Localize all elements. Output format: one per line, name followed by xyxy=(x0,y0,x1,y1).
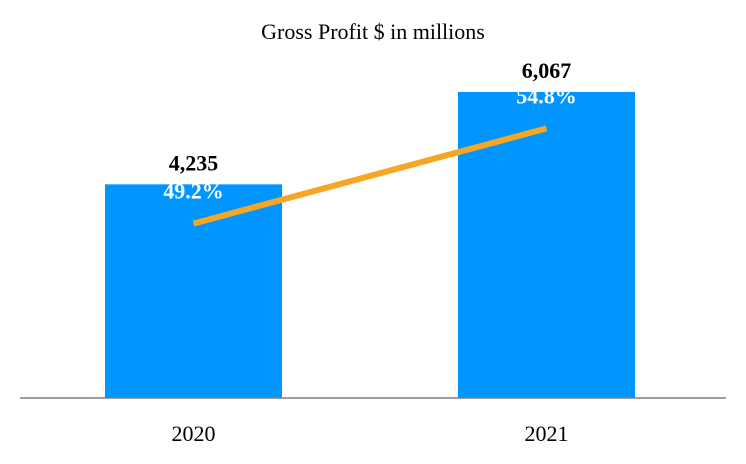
x-tick-2020: 2020 xyxy=(172,421,216,446)
value-label-2020: 4,235 xyxy=(169,150,219,175)
x-tick-2021: 2021 xyxy=(525,421,569,446)
margin-label-2020: 49.2% xyxy=(163,179,224,204)
labels-layer: 4,235 2020 6,067 2021 49.2% 54.8% xyxy=(163,58,577,446)
value-label-2021: 6,067 xyxy=(522,58,572,83)
margin-line-layer xyxy=(192,125,548,227)
bars-layer xyxy=(105,91,635,398)
margin-label-2021: 54.8% xyxy=(516,83,577,108)
bar-2021 xyxy=(458,91,635,398)
chart-title: Gross Profit $ in millions xyxy=(261,19,485,44)
margin-line xyxy=(192,125,548,227)
bar-2020 xyxy=(105,184,282,398)
